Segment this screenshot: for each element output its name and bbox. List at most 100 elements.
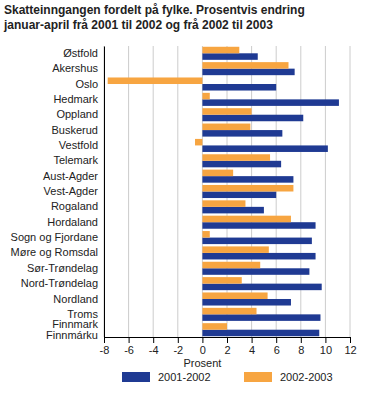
tick-label: Buskerud <box>52 124 98 136</box>
bar <box>202 292 267 299</box>
legend: 2001-20022002-2003 <box>122 371 333 383</box>
legend-label: 2001-2002 <box>158 371 211 383</box>
tick-label: Østfold <box>63 47 98 59</box>
bar <box>202 161 281 168</box>
bar <box>202 154 270 161</box>
bar <box>202 314 320 321</box>
tick: Vestfold <box>59 139 104 151</box>
tick: Oppland <box>56 108 104 120</box>
tick-label: 8 <box>298 344 304 356</box>
tick-label: 6 <box>274 344 280 356</box>
tick-label: -6 <box>124 344 134 356</box>
tick-mark <box>227 337 228 343</box>
tick-mark <box>276 337 277 343</box>
grid-line <box>325 46 326 337</box>
tick: 12 <box>344 337 356 356</box>
tick: Sør-Trøndelag <box>27 262 104 274</box>
tick: Telemark <box>53 154 104 166</box>
tick-label: Hordaland <box>47 216 98 228</box>
bar <box>202 176 293 183</box>
bar <box>202 145 327 152</box>
bar <box>202 238 311 245</box>
tick-mark <box>301 337 302 343</box>
tick-label: 10 <box>320 344 332 356</box>
x-axis: -8 -6 -4 -2 0 2 4 6 8 10 12 <box>100 337 357 356</box>
tick-label: -2 <box>173 344 183 356</box>
tick: Møre og Romsdal <box>11 246 104 258</box>
bar <box>202 93 209 100</box>
tick: Vest-Agder <box>44 185 104 197</box>
bar <box>202 62 288 69</box>
bar <box>195 139 202 146</box>
bar <box>202 192 276 199</box>
tick: Aust-Agder <box>43 170 104 182</box>
grid-line <box>300 46 301 337</box>
tick: -2 <box>173 337 183 356</box>
bar <box>202 185 293 192</box>
bars <box>108 47 339 336</box>
grid-line <box>350 46 351 337</box>
bar <box>108 77 203 84</box>
tick-label: Sør-Trøndelag <box>27 262 98 274</box>
tick: Sogn og Fjordane <box>11 231 104 243</box>
tick: Rogaland <box>51 200 104 212</box>
tick: Akershus <box>52 62 104 74</box>
tick-label: Oslo <box>75 78 98 90</box>
bar <box>202 222 315 229</box>
tick-label: Nord-Trøndelag <box>21 277 98 289</box>
tick-label: Hedmark <box>53 93 98 105</box>
bar <box>202 253 315 260</box>
bar <box>202 130 282 137</box>
tick: Buskerud <box>52 124 104 136</box>
legend-swatch <box>122 372 150 382</box>
tick-label: 4 <box>249 344 255 356</box>
grid-line <box>104 46 105 337</box>
tick-mark <box>202 337 203 343</box>
tick: -8 <box>100 337 110 356</box>
bar <box>202 124 250 131</box>
tick: Oslo <box>75 78 104 90</box>
tick-label: 0 <box>200 344 206 356</box>
bar <box>202 308 256 315</box>
tick-label: -4 <box>149 344 159 356</box>
bar <box>202 170 233 177</box>
tick: Nord-Trøndelag <box>21 277 104 289</box>
grid-line <box>153 46 154 337</box>
bar <box>202 108 251 115</box>
bar <box>202 284 321 291</box>
bar <box>202 277 241 284</box>
bar <box>202 268 309 275</box>
tick: 4 <box>249 337 255 356</box>
tick-label: Sogn og Fjordane <box>11 231 98 243</box>
tick: 2 <box>224 337 230 356</box>
y-axis: Østfold Akershus Oslo Hedmark Oppland Buskeru… <box>11 47 105 341</box>
tick-label: -8 <box>100 344 110 356</box>
tick-label: Nordland <box>53 293 98 305</box>
bar <box>202 323 227 330</box>
tick-mark <box>129 337 130 343</box>
bar <box>202 53 257 60</box>
tick-mark <box>350 337 351 343</box>
bar <box>202 115 303 122</box>
tick-mark <box>153 337 154 343</box>
bar <box>202 216 291 223</box>
bar <box>202 246 268 253</box>
tick: -6 <box>124 337 134 356</box>
tick-label: FinnmarkFinnmárku <box>46 318 98 341</box>
tick: Hedmark <box>53 93 104 105</box>
chart: Skatteinngangen fordelt på fylke. Prosen… <box>0 0 365 395</box>
axis-title: Prosent <box>183 357 221 369</box>
tick: 8 <box>298 337 304 356</box>
bar <box>202 330 319 337</box>
bar <box>202 299 291 306</box>
bar <box>202 84 276 91</box>
tick: Østfold <box>63 47 104 59</box>
title: Skatteinngangen fordelt på fylke. Prosen… <box>3 3 305 32</box>
tick: 6 <box>274 337 280 356</box>
bar <box>202 99 339 106</box>
tick-label: Telemark <box>53 154 98 166</box>
tick-label: 2 <box>224 344 230 356</box>
tick-label: Møre og Romsdal <box>11 246 98 258</box>
tick: -4 <box>149 337 159 356</box>
bar <box>202 47 239 54</box>
